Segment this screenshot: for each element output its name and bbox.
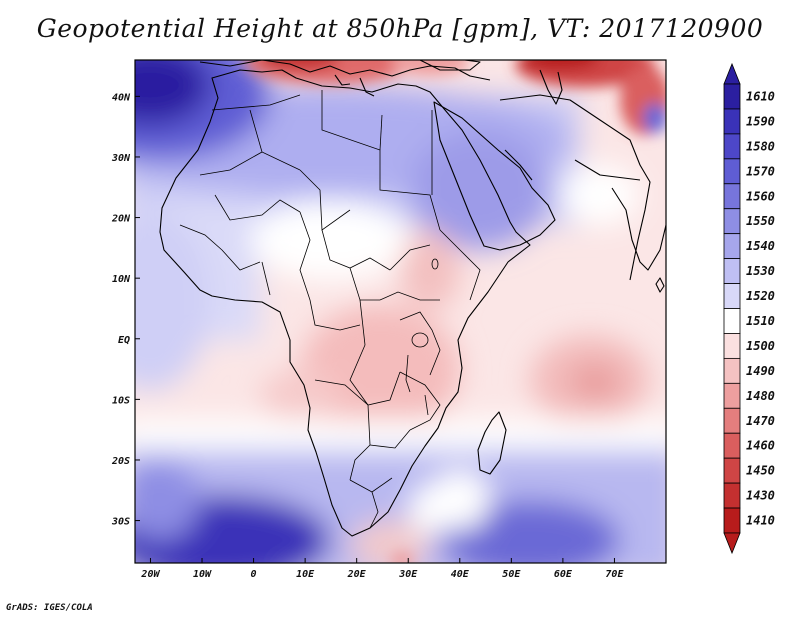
x-axis: 20W 10W 0 10E 20E 30E 40E 50E 60E 70E [140, 558, 624, 580]
y-tick-label: 10S [112, 395, 130, 406]
x-tick-label: 60E [554, 569, 573, 580]
colorbar-swatch [723, 333, 741, 359]
colorbar-swatch [723, 357, 741, 384]
colorbar-label: 1460 [746, 439, 775, 453]
colorbar-swatch [723, 83, 741, 110]
colorbar-swatch [723, 183, 741, 210]
colorbar-label: 1450 [746, 464, 775, 478]
y-tick-label: 10N [112, 274, 131, 285]
colorbar-label: 1570 [746, 164, 775, 178]
plot-frame [134, 59, 667, 564]
colorbar-swatch [723, 407, 741, 434]
x-tick-label: 10E [296, 569, 315, 580]
y-tick-label: 30N [111, 153, 131, 164]
colorbar: 1610 1590 1580 1570 1560 1550 1540 1530 1520 1510… [723, 62, 775, 555]
colorbar-label: 1580 [746, 139, 775, 153]
colorbar-swatch [723, 507, 741, 534]
colorbar-label: 1510 [746, 314, 775, 328]
x-tick-label: 0 [251, 569, 257, 580]
colorbar-swatch [723, 283, 741, 309]
country-borders [179, 90, 481, 529]
colorbar-swatch [723, 208, 741, 235]
x-tick-label: 20W [140, 569, 160, 580]
colorbar-label: 1550 [746, 214, 775, 228]
colorbar-swatch [723, 158, 741, 185]
colorbar-swatch [723, 233, 741, 260]
colorbar-label: 1500 [746, 339, 775, 353]
colorbar-swatch [723, 432, 741, 459]
x-tick-label: 20E [347, 569, 367, 580]
colorbar-label: 1490 [746, 364, 775, 378]
colorbar-bottom-arrow [723, 532, 741, 555]
colorbar-label: 1520 [746, 289, 775, 303]
colorbar-label: 1530 [746, 264, 775, 278]
colorbar-swatch [723, 457, 741, 484]
colorbar-swatch [723, 382, 741, 409]
colorbar-label: 1540 [746, 239, 775, 253]
y-tick-label: 20N [111, 214, 131, 225]
x-tick-label: 70E [605, 569, 624, 580]
x-tick-label: 40E [451, 569, 470, 580]
coastlines [159, 60, 666, 537]
colorbar-label: 1560 [746, 189, 775, 203]
colorbar-label: 1610 [746, 89, 775, 103]
lakes [405, 258, 439, 416]
y-tick-label: 40N [112, 92, 131, 103]
colorbar-swatch [723, 308, 741, 334]
y-tick-label: EQ [118, 335, 130, 346]
colorbar-swatch [723, 258, 741, 284]
colorbar-label: 1430 [746, 489, 775, 503]
y-tick-label: 20S [111, 456, 130, 467]
colorbar-label: 1480 [746, 389, 775, 403]
x-tick-label: 10W [193, 569, 212, 580]
colorbar-swatch [723, 482, 741, 509]
colorbar-label: 1590 [746, 114, 775, 128]
x-tick-label: 30E [398, 569, 418, 580]
colorbar-top-arrow [723, 62, 741, 85]
chart-title: Geopotential Height at 850hPa [gpm], VT:… [36, 14, 764, 43]
x-tick-label: 50E [502, 569, 521, 580]
y-axis: 40N 30N 20N 10N EQ 10S 20S 30S [111, 92, 140, 528]
colorbar-swatch [723, 108, 741, 135]
colorbar-label: 1410 [746, 514, 775, 528]
geopotential-field [135, 60, 666, 563]
colorbar-swatch [723, 133, 741, 160]
credit-label: GrADS: IGES/COLA [6, 603, 93, 613]
y-tick-label: 30S [111, 517, 130, 528]
colorbar-label: 1470 [746, 414, 775, 428]
